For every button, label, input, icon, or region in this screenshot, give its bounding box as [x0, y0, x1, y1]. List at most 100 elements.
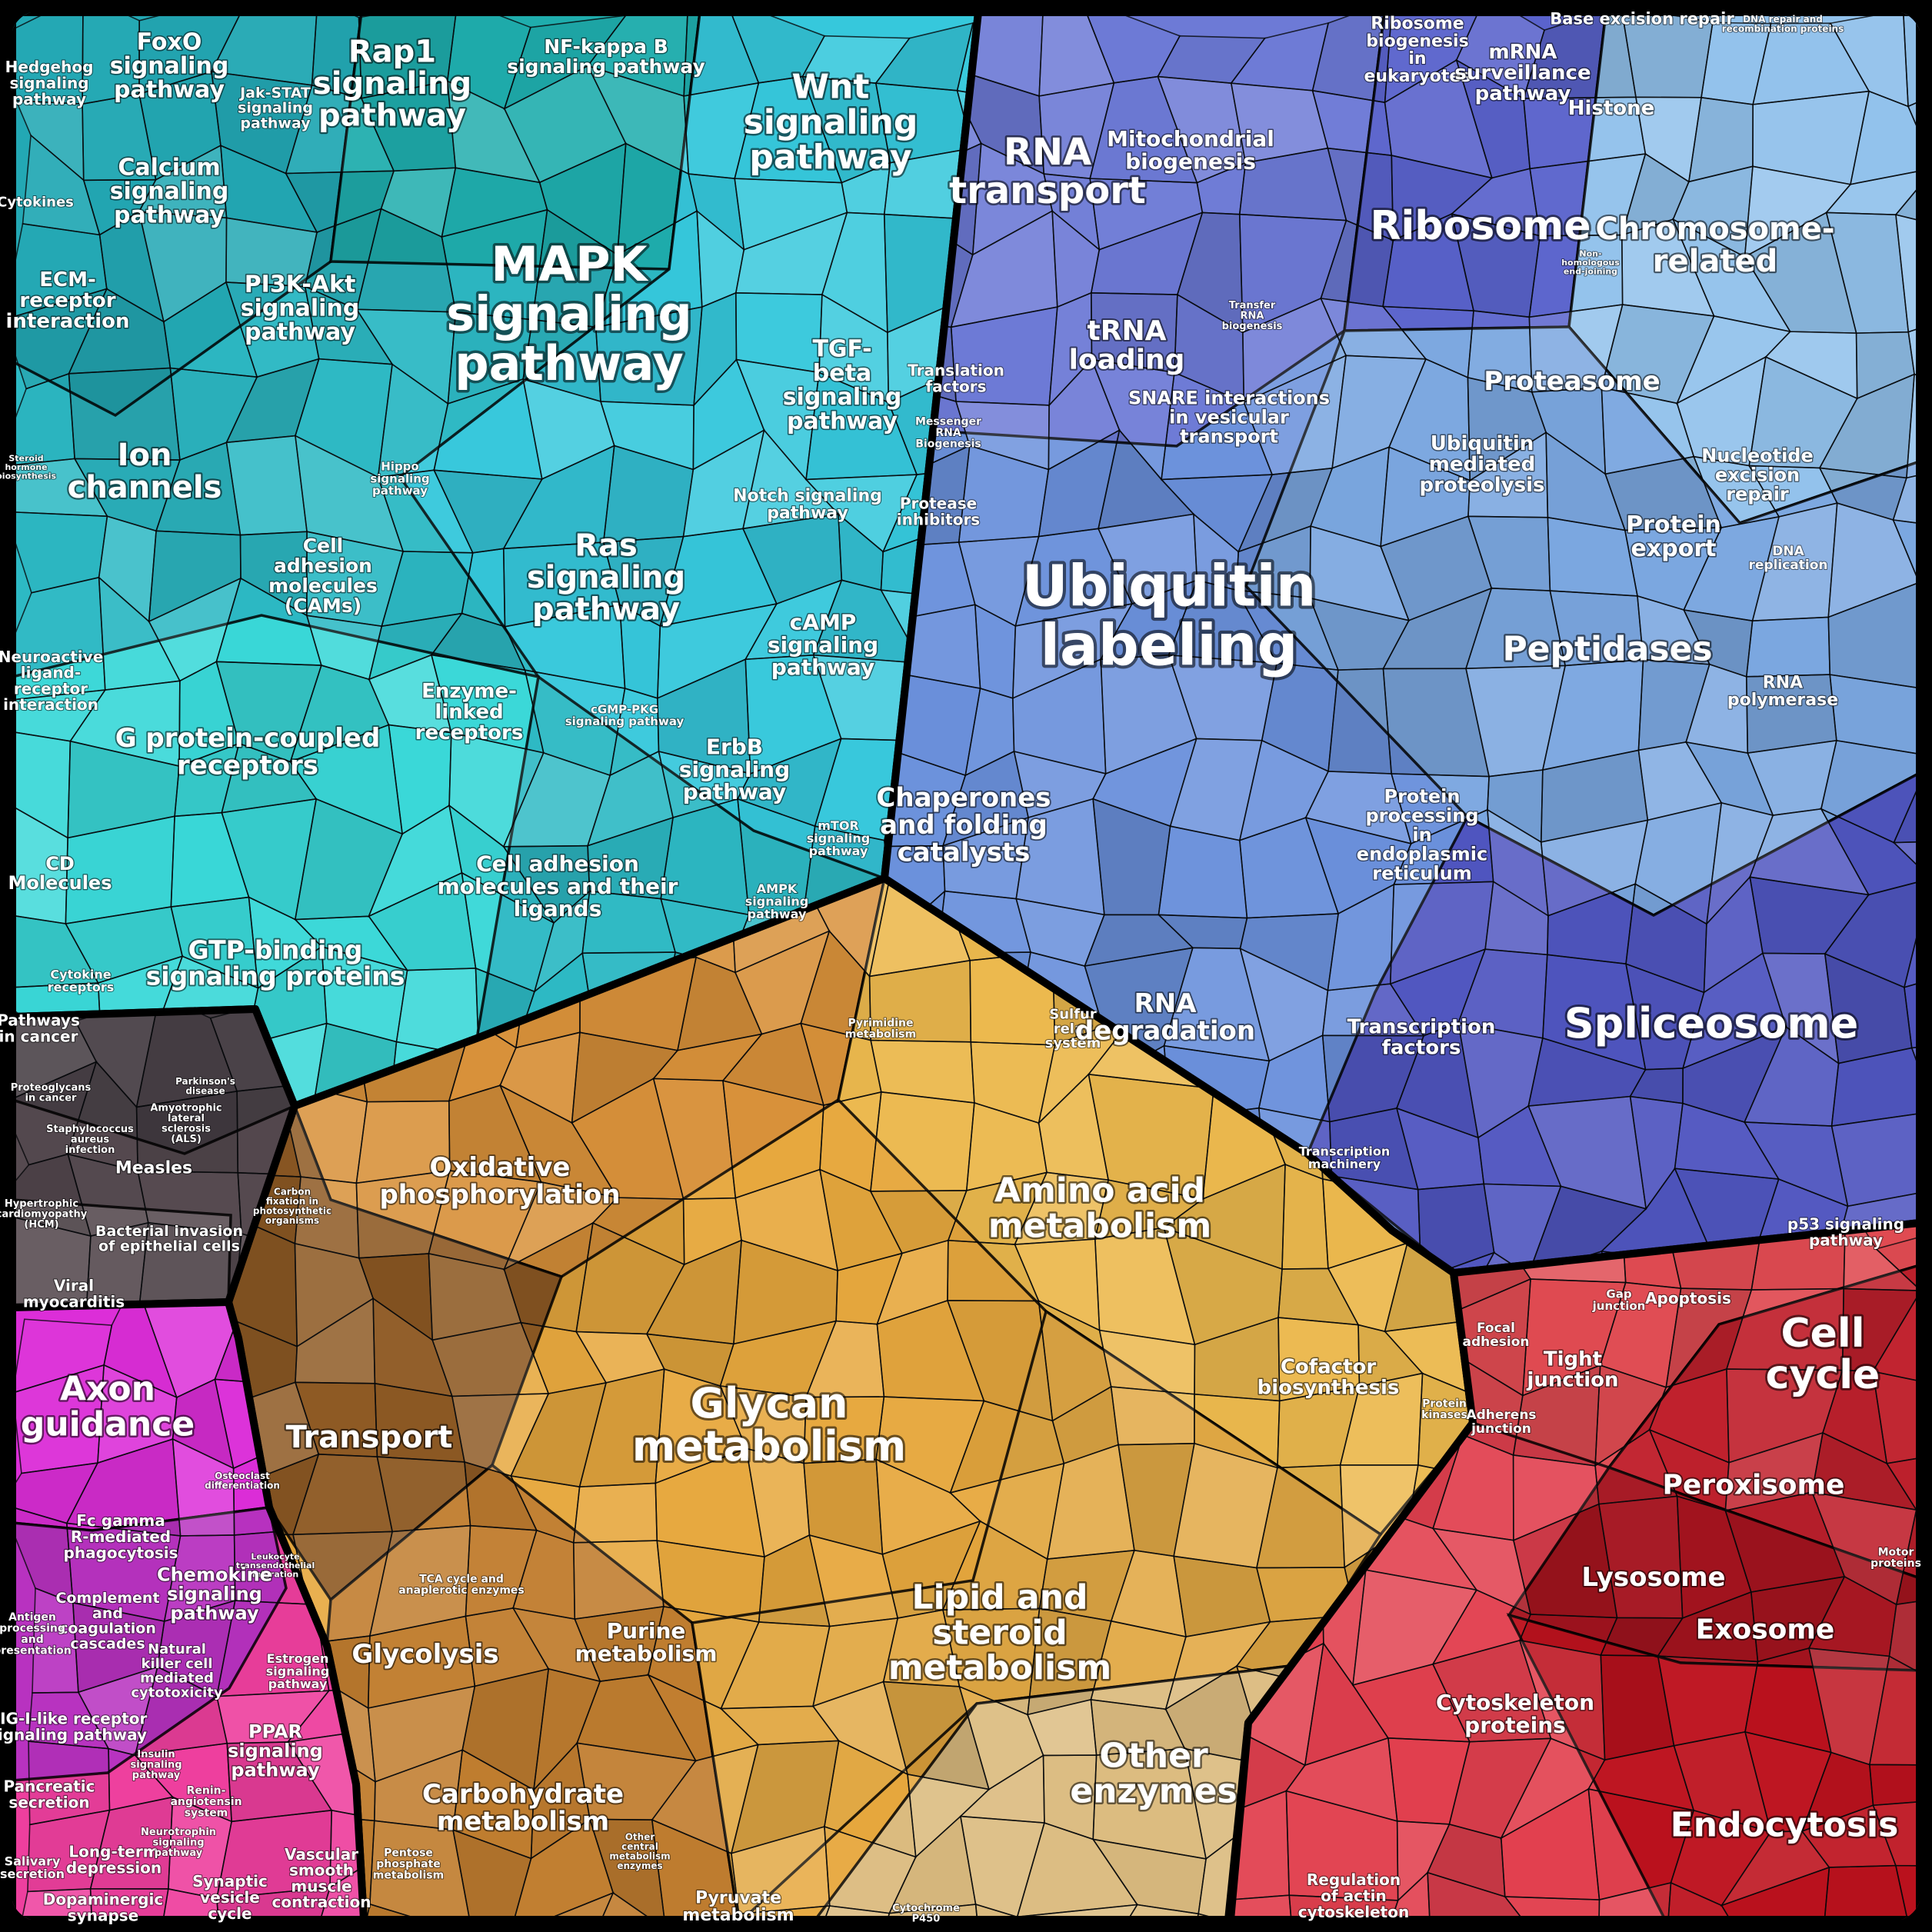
cell [588, 1818, 667, 1920]
cell [1745, 616, 1831, 678]
cell [369, 1820, 474, 1920]
label-cd-molecules: CD Molecules [8, 853, 112, 894]
label-gap-junction: Gap junction [1592, 1287, 1646, 1314]
cell [572, 1482, 658, 1544]
label-foxo-signaling-pathway: FoxO signaling pathway [110, 28, 229, 103]
region-border-cellular-processes [1227, 1219, 1921, 1921]
label-salivary-secretion: Salivary secretion [0, 1854, 65, 1881]
label-hippo-signaling-pathway: Hippo signaling pathway [370, 460, 429, 498]
label-complement-and-coagulation-cascades: Complement and coagulation cascades [55, 1590, 159, 1652]
label-tca-cycle-and-anaplerotic-enzymes: TCA cycle and anaplerotic enzymes [398, 1574, 525, 1597]
label-notch-signaling-pathway: Notch signaling pathway [733, 486, 882, 523]
cell [1819, 808, 1920, 896]
zone-organismal-systems-1 [12, 1506, 288, 1782]
cell [1666, 1881, 1762, 1920]
label-base-excision-repair: Base excision repair [1550, 9, 1734, 28]
cell [800, 1905, 891, 1920]
cell [1830, 1111, 1920, 1208]
label-cell-adhesion-molecules-and-their-ligands: Cell adhesion molecules and their ligands [438, 851, 678, 921]
cell [1827, 581, 1920, 692]
label-trna-loading: tRNA loading [1069, 315, 1185, 375]
label-cytokines: Cytokines [0, 194, 74, 210]
cell [1597, 1881, 1672, 1920]
label-ras-signaling-pathway: Ras signaling pathway [527, 528, 685, 627]
label-amyotrophic-lateral-sclerosis-als: Amyotrophic lateral sclerosis (ALS) [150, 1102, 222, 1145]
cell [1895, 1495, 1920, 1606]
cell [1483, 1183, 1562, 1273]
label-pi3k-akt-signaling-pathway: PI3K-Akt signaling pathway [241, 271, 360, 345]
cell [1504, 1896, 1601, 1920]
label-pathways-in-cancer: Pathways in cancer [0, 1011, 80, 1046]
cell [1829, 674, 1920, 757]
cell [956, 12, 978, 104]
label-glycolysis: Glycolysis [351, 1639, 498, 1670]
label-ecm-receptor-interaction: ECM-receptor interaction [6, 268, 130, 333]
label-peroxisome: Peroxisome [1663, 1470, 1845, 1501]
label-ribosome: Ribosome [1371, 203, 1591, 249]
label-rig-i-like-receptor-signaling-pathway: RIG-I-like receptor signaling pathway [0, 1710, 147, 1744]
cell [1892, 454, 1920, 532]
zone-signaling-0 [12, 12, 363, 418]
cell [738, 1905, 831, 1920]
label-osteoclast-differentiation: Osteoclast differentiation [205, 1471, 280, 1491]
cell [225, 435, 308, 536]
cell [12, 1888, 95, 1920]
cell [572, 1540, 665, 1620]
label-viral-myocarditis: Viral myocarditis [23, 1277, 125, 1311]
label-steroid-hormone-biosynthesis: Steroid hormone biosynthesis [0, 453, 57, 481]
label-fc-gamma-r-mediated-phagocytosis: Fc gamma R-mediated phagocytosis [64, 1511, 178, 1562]
label-ribosome-biogenesis-in-eukaryotes: Ribosome biogenesis in eukaryotes [1364, 14, 1471, 86]
label-lysosome: Lysosome [1581, 1562, 1725, 1593]
cell [1830, 1047, 1920, 1128]
label-calcium-signaling-pathway: Calcium signaling pathway [110, 154, 229, 228]
cell [1868, 1764, 1920, 1807]
label-pentose-phosphate-metabolism: Pentose phosphate metabolism [373, 1847, 444, 1881]
label-mtor-signaling-pathway: mTOR signaling pathway [807, 818, 870, 858]
label-p53-signaling-pathway: p53 signaling pathway [1787, 1215, 1904, 1250]
cell [1885, 1448, 1920, 1511]
cell [452, 1828, 532, 1920]
label-cell-adhesion-molecules-cams: Cell adhesion molecules (CAMs) [268, 535, 378, 617]
label-chaperones-and-folding-catalysts: Chaperones and folding catalysts [876, 783, 1051, 868]
label-synaptic-vesicle-cycle: Synaptic vesicle cycle [192, 1872, 268, 1923]
cell [137, 1221, 242, 1307]
label-dna-repair-and-recombination-proteins: DNA repair and recombination proteins [1722, 14, 1844, 34]
label-messenger-rna-biogenesis: Messenger RNA Biogenesis [915, 415, 981, 450]
label-cell-cycle: Cell cycle [1766, 1311, 1880, 1398]
label-ubiquitin-mediated-proteolysis: Ubiquitin mediated proteolysis [1420, 432, 1545, 497]
label-carbon-fixation-in-photosynthetic-organisms: Carbon fixation in photosynthetic organisms [253, 1187, 331, 1226]
cell [1281, 1163, 1329, 1270]
label-cytoskeleton-proteins: Cytoskeleton proteins [1436, 1690, 1594, 1737]
label-spliceosome: Spliceosome [1564, 999, 1858, 1048]
cell [974, 1903, 1038, 1920]
label-carbohydrate-metabolism: Carbohydrate metabolism [422, 1779, 624, 1837]
label-leukocyte-transendothelial-migration: Leukocyte transendothelial migration [236, 1551, 315, 1579]
label-g-protein-coupled-receptors: G protein-coupled receptors [115, 723, 381, 781]
cell [1753, 1178, 1849, 1273]
cell [215, 1887, 331, 1920]
label-transport: Transport [286, 1420, 453, 1455]
label-motor-proteins: Motor proteins [1870, 1547, 1921, 1571]
label-erbb-signaling-pathway: ErbB signaling pathway [679, 734, 790, 804]
label-rna-degradation: RNA degradation [1075, 988, 1255, 1046]
label-wnt-signaling-pathway: Wnt signaling pathway [744, 68, 918, 178]
label-insulin-signaling-pathway: Insulin signaling pathway [131, 1749, 182, 1781]
cell [1895, 214, 1920, 333]
label-cytochrome-p450: Cytochrome P450 [892, 1903, 960, 1925]
label-camp-signaling-pathway: cAMP signaling pathway [768, 610, 878, 680]
cell [1871, 1284, 1920, 1390]
label-protein-kinases: Protein kinases [1421, 1398, 1467, 1422]
label-purine-metabolism: Purine metabolism [575, 1618, 718, 1666]
label-other-central-metabolism-enzymes: Other central metabolism enzymes [609, 1832, 670, 1871]
label-ampk-signaling-pathway: AMPK signaling pathway [745, 881, 808, 921]
cell [1888, 1589, 1920, 1694]
label-mitochondrial-biogenesis: Mitochondrial biogenesis [1107, 126, 1274, 174]
label-pancreatic-secretion: Pancreatic secretion [4, 1777, 95, 1812]
cell [89, 1888, 169, 1920]
region-border-diseases [11, 1005, 298, 1311]
cell [1872, 1798, 1920, 1867]
cell [1016, 1904, 1139, 1920]
cell [1903, 874, 1920, 988]
label-antigen-processing-and-presentation: Antigen processing and presentation [0, 1611, 72, 1657]
